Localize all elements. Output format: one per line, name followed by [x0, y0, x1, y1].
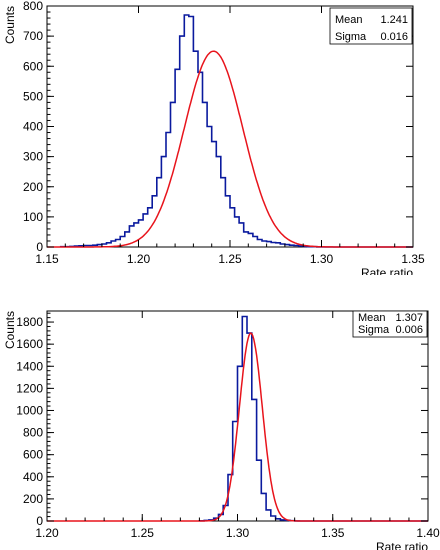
y-tick-label: 200 [23, 492, 43, 506]
x-tick-label: 1.30 [310, 252, 334, 266]
y-tick-label: 300 [23, 150, 43, 164]
x-tick-label: 1.20 [35, 526, 59, 540]
gaussian-fit-series [47, 50, 413, 248]
x-axis-label: Rate ratio [376, 540, 428, 550]
x-tick-label: 1.35 [401, 252, 425, 266]
y-tick-label: 1000 [16, 403, 43, 417]
x-tick-label: 1.40 [416, 526, 440, 540]
y-axis-label: Counts [3, 311, 17, 349]
stats-mean-label: Mean [358, 312, 386, 324]
y-tick-label: 1600 [16, 337, 43, 351]
y-tick-label: 0 [36, 240, 43, 254]
stats-sigma-label: Sigma [358, 324, 390, 336]
x-axis-label: Rate ratio [361, 266, 413, 275]
y-tick-label: 1200 [16, 381, 43, 395]
y-tick-label: 800 [23, 0, 43, 13]
y-tick-label: 1800 [16, 315, 43, 329]
y-axis-label: Counts [3, 6, 17, 44]
y-tick-label: 100 [23, 210, 43, 224]
y-tick-label: 0 [36, 514, 43, 528]
x-tick-label: 1.25 [131, 526, 155, 540]
x-tick-label: 1.20 [127, 252, 151, 266]
histogram-top: 1.15 1.20 1.25 1.30 1.35 0 100 200 300 400 500 600 7… [3, 0, 425, 275]
gaussian-fit-series [47, 332, 428, 522]
stats-box [329, 7, 413, 45]
histogram-series [198, 315, 428, 522]
stats-sigma-label: Sigma [335, 31, 367, 43]
x-tick-label: 1.15 [35, 252, 59, 266]
stats-mean-label: Mean [335, 14, 363, 26]
x-tick-label: 1.30 [226, 526, 250, 540]
y-tick-label: 200 [23, 180, 43, 194]
y-tick-label: 500 [23, 89, 43, 103]
histogram-series [59, 14, 413, 248]
y-tick-label: 1400 [16, 359, 43, 373]
y-tick-label: 600 [23, 59, 43, 73]
y-tick-label: 600 [23, 448, 43, 462]
histogram-bottom: 1.20 1.25 1.30 1.35 1.40 0 200 400 600 800 1000 120… [3, 310, 440, 550]
stats-sigma-value: 0.006 [395, 324, 423, 336]
stats-mean-value: 1.307 [395, 312, 423, 324]
x-tick-label: 1.25 [218, 252, 242, 266]
y-tick-label: 800 [23, 426, 43, 440]
stats-mean-value: 1.241 [380, 14, 408, 26]
y-tick-label: 400 [23, 470, 43, 484]
y-tick-label: 700 [23, 29, 43, 43]
y-tick-label: 400 [23, 120, 43, 134]
stats-box [352, 310, 428, 338]
x-tick-label: 1.35 [321, 526, 345, 540]
stats-sigma-value: 0.016 [380, 31, 408, 43]
